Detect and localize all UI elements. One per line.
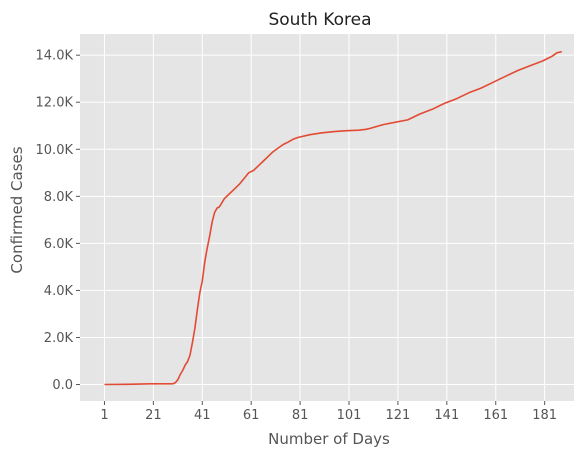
x-tick-label: 161 [483, 408, 508, 423]
y-tick-label: 10.0K [36, 143, 74, 158]
x-tick-label: 181 [532, 408, 557, 423]
series-line [104, 50, 562, 386]
x-tick-label: 141 [434, 408, 459, 423]
x-tick-label: 101 [337, 408, 362, 423]
y-tick-label: 0.0 [52, 378, 73, 393]
y-axis-label: Confirmed Cases [8, 146, 26, 273]
y-tick-label: 4.0K [44, 284, 74, 299]
y-axis: 0.0 2.0K 4.0K 6.0K 8.0K 10.0K 12.0K 14.0K [36, 49, 80, 393]
x-tick-label: 41 [194, 408, 211, 423]
x-axis-label: Number of Days [268, 430, 390, 448]
x-tick-label: 1 [100, 408, 108, 423]
y-tick-label: 2.0K [44, 331, 74, 346]
chart-title: South Korea [268, 10, 371, 30]
x-tick-label: 81 [292, 408, 309, 423]
x-tick-label: 61 [243, 408, 260, 423]
x-tick-label: 21 [145, 408, 162, 423]
y-tick-label: 8.0K [44, 190, 74, 205]
y-tick-label: 12.0K [36, 96, 74, 111]
x-axis: 1 21 41 61 81 101 121 141 161 181 [100, 401, 557, 423]
y-tick-label: 6.0K [44, 237, 74, 252]
y-tick-label: 14.0K [36, 49, 74, 64]
x-tick-label: 121 [386, 408, 411, 423]
plot-background [80, 34, 574, 401]
